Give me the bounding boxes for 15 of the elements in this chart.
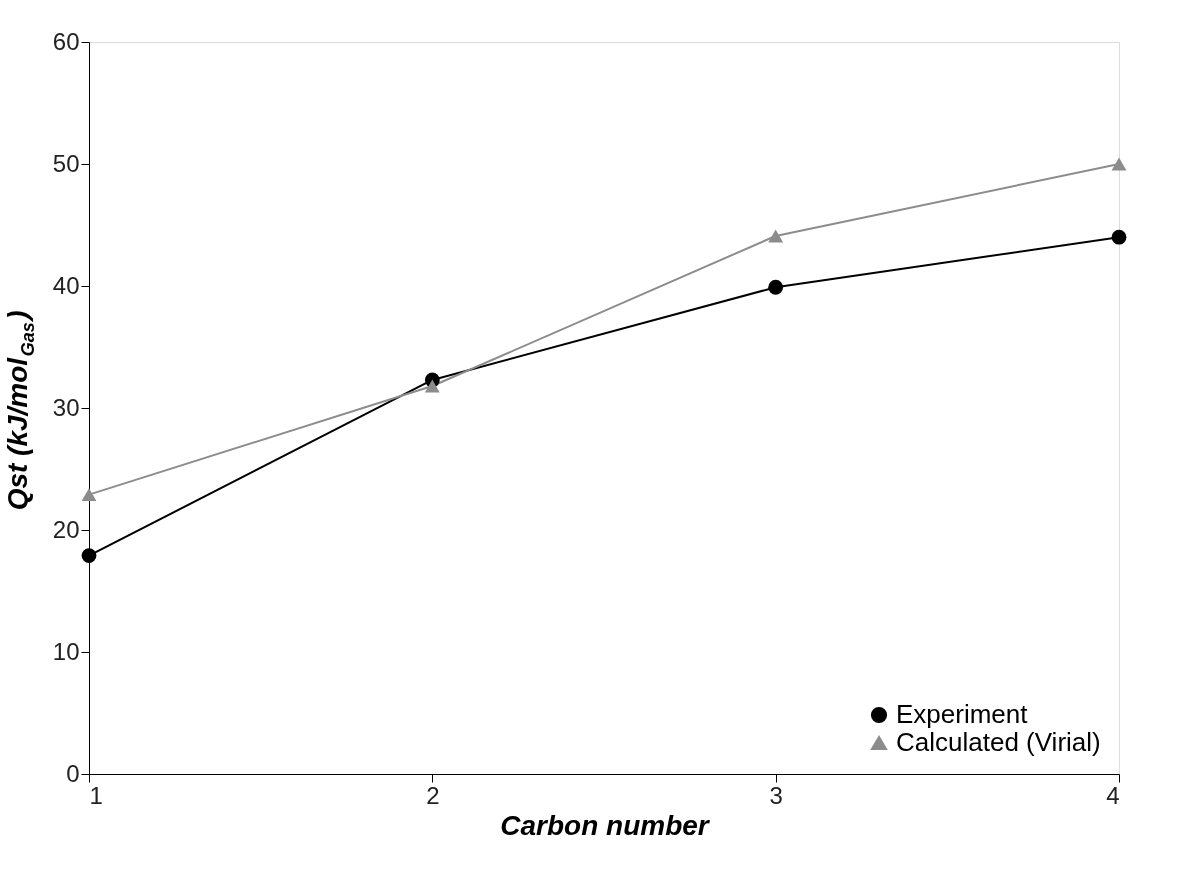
- y-tick-label: 20: [52, 515, 80, 543]
- y-tick-label: 30: [52, 393, 80, 421]
- y-tick-label: 40: [52, 271, 80, 299]
- x-tick-label: 3: [769, 781, 783, 809]
- y-tick-label: 50: [52, 149, 80, 177]
- y-axis-title: Qst (kJ/molGas): [2, 310, 38, 511]
- x-tick-label: 1: [89, 781, 103, 809]
- y-tick-label: 10: [52, 637, 80, 665]
- x-axis-title: Carbon number: [500, 809, 711, 841]
- legend-label: Experiment: [896, 699, 1029, 729]
- legend-label: Calculated (Virial): [896, 727, 1101, 757]
- y-tick-label: 60: [52, 27, 80, 55]
- x-tick-label: 2: [426, 781, 440, 809]
- x-tick-label: 4: [1106, 781, 1120, 809]
- y-tick-label: 0: [66, 759, 80, 787]
